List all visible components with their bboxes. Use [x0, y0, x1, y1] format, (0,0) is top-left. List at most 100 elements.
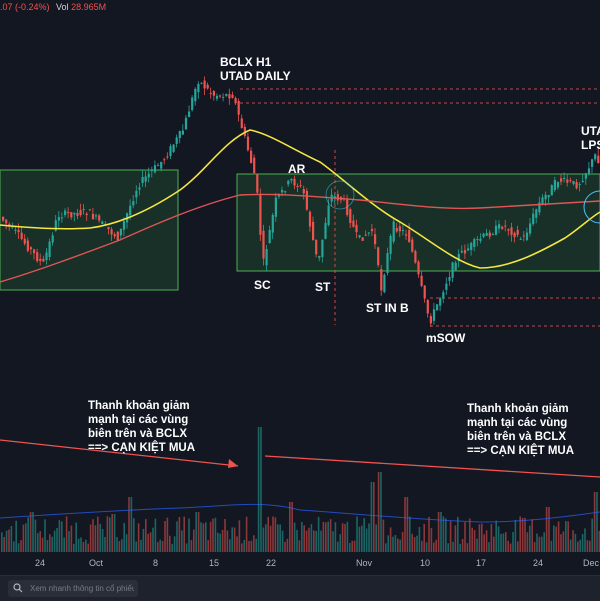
- candle-body: [54, 220, 57, 231]
- volume-bar: [171, 543, 173, 552]
- x-tick: Nov: [356, 558, 373, 568]
- volume-bar: [497, 526, 500, 552]
- search-input[interactable]: [30, 581, 134, 595]
- candle-body: [584, 173, 587, 179]
- volume-bar: [1, 532, 3, 552]
- volume-bar: [25, 523, 27, 552]
- candle-body: [550, 185, 553, 196]
- candle-body: [501, 226, 504, 229]
- volume-bar: [80, 537, 82, 552]
- volume-bar: [197, 512, 200, 552]
- volume-bar: [85, 539, 87, 552]
- candle-body: [33, 249, 36, 254]
- highlight-circle-2: [325, 180, 355, 210]
- candle-body: [39, 258, 42, 261]
- candlestick-series: [2, 76, 600, 327]
- candle-body: [321, 239, 324, 257]
- volume-bar: [466, 543, 469, 552]
- candle-body: [312, 221, 315, 241]
- volume-bar: [521, 517, 524, 552]
- volume-bar: [140, 539, 142, 552]
- volume-bar: [176, 521, 178, 552]
- volume-bar: [493, 536, 495, 552]
- volume-bar: [219, 533, 221, 552]
- volume-bar: [123, 522, 125, 552]
- candle-body: [287, 180, 290, 185]
- candle-body: [26, 240, 29, 251]
- volume-bar: [332, 531, 334, 552]
- time-axis[interactable]: 24 Oct 8 15 22 Nov 10 17 24 Dec: [0, 555, 600, 575]
- volume-bar: [507, 540, 509, 552]
- annotation-line: mạnh tại các vùng: [88, 414, 189, 426]
- volume-bar: [286, 538, 289, 552]
- volume-bar: [329, 519, 332, 552]
- candle-body: [423, 285, 426, 299]
- label-st-in-b: ST IN B: [366, 301, 409, 315]
- candle-body: [566, 179, 569, 183]
- volume-bar: [567, 521, 569, 552]
- volume-bar: [502, 533, 505, 552]
- volume-bar: [565, 521, 567, 552]
- volume-bar: [17, 543, 20, 552]
- volume-bar: [248, 540, 250, 552]
- volume-bar: [313, 530, 315, 552]
- volume-bar: [397, 538, 399, 552]
- candle-body: [485, 232, 488, 236]
- candle-body: [532, 213, 535, 224]
- candle-body: [172, 144, 175, 152]
- volume-bar: [596, 492, 598, 552]
- volume-bar: [476, 538, 478, 552]
- volume-bar: [562, 531, 565, 552]
- volume-bar: [82, 542, 85, 552]
- volume-bar: [389, 527, 392, 552]
- candle-body: [547, 195, 550, 198]
- volume-bar: [385, 543, 387, 552]
- candle-body: [200, 82, 203, 84]
- quick-search[interactable]: [8, 580, 138, 597]
- candle-body: [17, 229, 20, 233]
- volume-bar: [315, 530, 317, 552]
- candle-body: [160, 161, 163, 169]
- volume-bar: [291, 502, 293, 552]
- candle-body: [563, 177, 566, 180]
- candle-body: [64, 210, 67, 216]
- volume-bar: [589, 540, 591, 552]
- candle-body: [110, 229, 113, 235]
- annotation-line: Thanh khoản giảm: [467, 403, 569, 415]
- candle-body: [135, 190, 138, 198]
- volume-bar: [512, 531, 514, 552]
- candle-body: [132, 201, 135, 206]
- volume-bar: [447, 543, 449, 552]
- candle-body: [392, 221, 395, 242]
- candle-body: [2, 216, 5, 221]
- volume-bar: [581, 534, 584, 552]
- candle-body: [5, 219, 8, 224]
- volume-bar: [250, 540, 253, 552]
- candle-body: [107, 226, 110, 230]
- candle-body: [166, 156, 169, 158]
- volume-bar: [214, 517, 217, 552]
- volume-bar: [32, 512, 34, 552]
- candle-body: [525, 232, 529, 241]
- volume-bar: [517, 541, 519, 552]
- bottom-toolbar: [0, 575, 600, 601]
- candle-body: [209, 93, 212, 95]
- candle-body: [42, 258, 45, 262]
- volume-bar: [87, 543, 89, 552]
- volume-bar: [296, 530, 298, 552]
- price-chart[interactable]: [0, 0, 600, 575]
- volume-bar: [94, 525, 97, 552]
- candle-body: [318, 255, 321, 258]
- volume-bar: [373, 482, 375, 552]
- volume-bar: [351, 540, 353, 552]
- x-tick: 10: [420, 558, 431, 568]
- volume-bar: [133, 518, 135, 552]
- volume-bar: [125, 534, 128, 552]
- volume-bar: [409, 516, 411, 552]
- volume-bar: [267, 516, 269, 552]
- volume-bar: [569, 539, 572, 552]
- volume-bar: [361, 525, 363, 552]
- volume-bar: [303, 525, 305, 552]
- volume-bar: [233, 527, 236, 552]
- candle-body: [336, 194, 339, 201]
